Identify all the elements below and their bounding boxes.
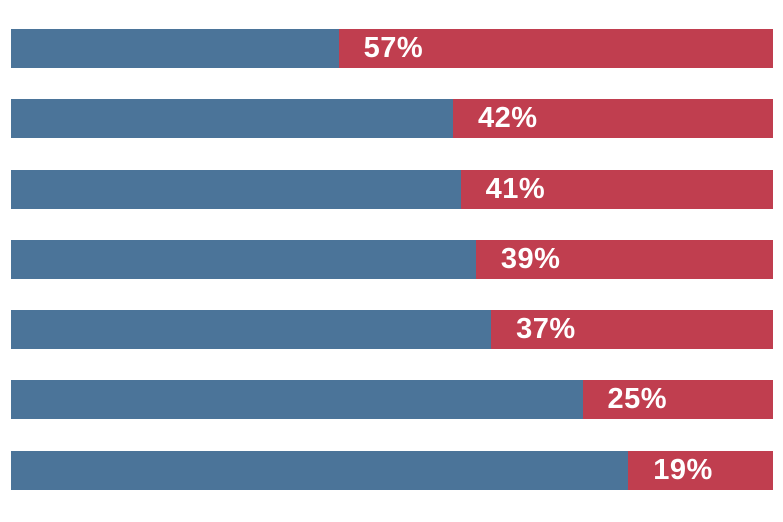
bar-value-label: 41%: [485, 172, 546, 205]
bar-value-label: 25%: [607, 383, 668, 416]
bar-segment-value: 19%: [628, 450, 773, 490]
bar-row: 19%: [11, 450, 773, 490]
bar-value-label: 37%: [516, 313, 576, 346]
bar-segment-remainder: [11, 169, 461, 209]
bar-segment-value: 25%: [582, 380, 773, 420]
bar-value-label: 39%: [500, 242, 561, 275]
bar-segment-value: 57%: [338, 29, 773, 68]
bar-row: 25%: [11, 380, 773, 420]
bar-segment-value: 39%: [475, 239, 773, 279]
bar-segment-remainder: [11, 450, 629, 490]
bar-value-label: 19%: [653, 453, 713, 486]
bar-row: 37%: [11, 310, 773, 350]
bar-segment-remainder: [11, 380, 583, 420]
bar-segment-remainder: [11, 99, 453, 139]
bar-segment-value: 41%: [460, 169, 773, 209]
bar-segment-remainder: [11, 29, 339, 68]
bar-segment-value: 42%: [452, 99, 773, 139]
bar-value-label: 57%: [363, 32, 424, 64]
bar-row: 41%: [11, 169, 773, 209]
bar-segment-remainder: [11, 239, 476, 279]
bar-value-label: 42%: [477, 102, 538, 135]
bar-segment-remainder: [11, 310, 492, 350]
bar-row: 39%: [11, 239, 773, 279]
bar-row: 57%: [11, 29, 773, 68]
bar-row: 42%: [11, 99, 773, 139]
bar-segment-value: 37%: [491, 310, 773, 350]
